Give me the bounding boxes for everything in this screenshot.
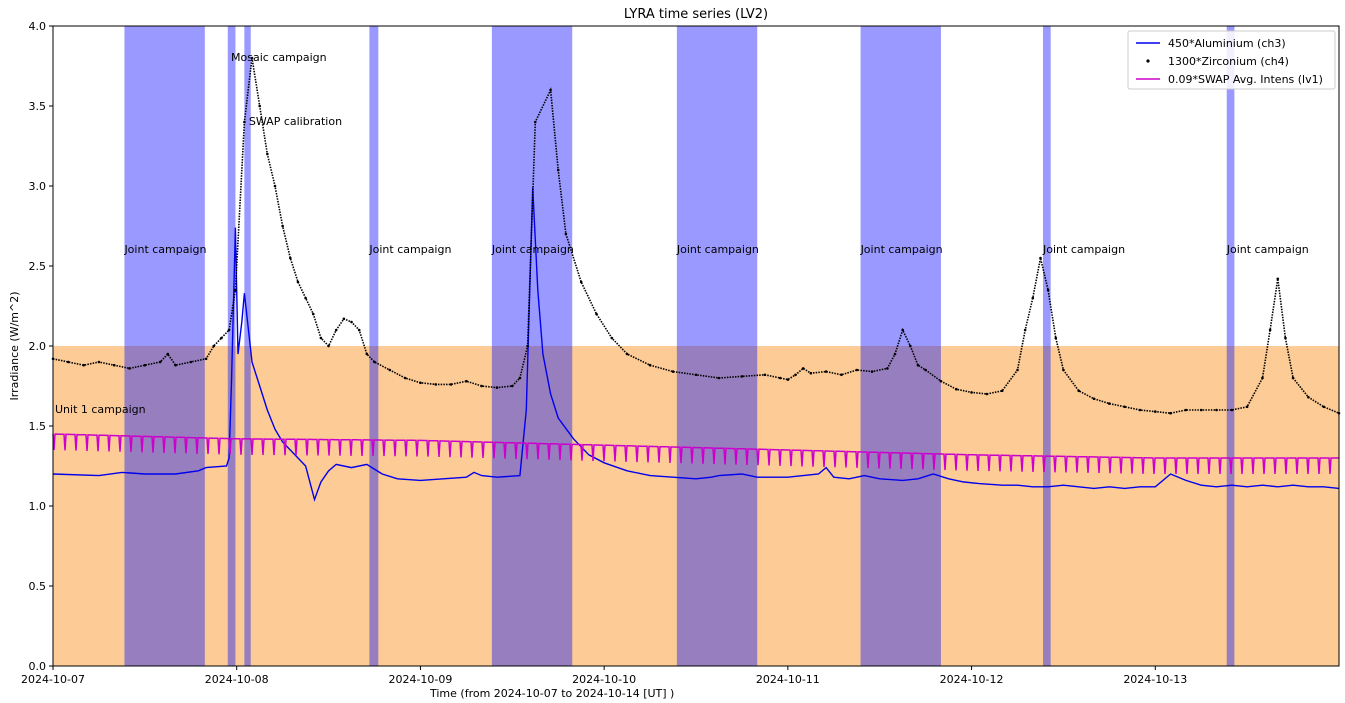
campaign-band xyxy=(676,26,758,346)
campaign-label: Joint campaign xyxy=(368,243,451,256)
campaign-band xyxy=(1043,26,1051,346)
legend-label: 450*Aluminium (ch3) xyxy=(1168,37,1286,50)
chart-title: LYRA time series (LV2) xyxy=(624,7,768,22)
legend: 450*Aluminium (ch3) 1300*Zirconium (ch4) 0… xyxy=(1127,30,1336,90)
series-zirconium-trace xyxy=(52,57,1340,415)
campaign-band-overlap xyxy=(491,346,573,666)
legend-label: 0.09*SWAP Avg. Intens (lv1) xyxy=(1168,73,1323,86)
y-tick-label: 3.0 xyxy=(29,180,47,193)
campaign-band xyxy=(860,26,941,346)
annotation-label: SWAP calibration xyxy=(249,115,342,128)
campaign-band xyxy=(227,26,236,346)
y-tick-label: 2.0 xyxy=(29,340,47,353)
campaign-band xyxy=(491,26,573,346)
y-tick-label: 0.0 xyxy=(29,660,47,673)
campaign-label: Joint campaign xyxy=(1042,243,1125,256)
series-zirconium xyxy=(51,56,1341,415)
annotation-label: Mosaic campaign xyxy=(231,51,327,64)
y-tick-label: 2.5 xyxy=(29,260,47,273)
x-axis-label: Time (from 2024-10-07 to 2024-10-14 [UT]… xyxy=(429,687,674,700)
campaign-band xyxy=(369,26,379,346)
campaign-band-overlap xyxy=(244,346,251,666)
x-tick-label: 2024-10-08 xyxy=(205,673,269,686)
campaign-band-overlap xyxy=(676,346,758,666)
campaign-band xyxy=(244,26,251,346)
x-tick-label: 2024-10-12 xyxy=(940,673,1004,686)
legend-label: 1300*Zirconium (ch4) xyxy=(1168,55,1289,68)
y-axis-label: Irradiance (W/m^2) xyxy=(8,292,21,401)
y-tick-label: 0.5 xyxy=(29,580,47,593)
campaign-band-overlap xyxy=(227,346,236,666)
x-axis: 2024-10-07 2024-10-08 2024-10-09 2024-10-10… xyxy=(21,666,1187,686)
campaign-label: Joint campaign xyxy=(123,243,206,256)
y-tick-label: 1.0 xyxy=(29,500,47,513)
campaign-band xyxy=(124,26,205,346)
annotation-label: Unit 1 campaign xyxy=(55,403,146,416)
bands-layer xyxy=(53,26,1339,666)
legend-box xyxy=(1127,30,1336,90)
annotations-layer: Joint campaign Joint campaign Joint campai… xyxy=(55,51,1309,416)
campaign-band-overlap xyxy=(1043,346,1051,666)
legend-marker xyxy=(1146,59,1150,63)
y-tick-label: 1.5 xyxy=(29,420,47,433)
x-tick-label: 2024-10-13 xyxy=(1123,673,1187,686)
x-tick-label: 2024-10-09 xyxy=(388,673,452,686)
campaign-label: Joint campaign xyxy=(860,243,943,256)
campaign-label: Joint campaign xyxy=(1226,243,1309,256)
x-tick-label: 2024-10-11 xyxy=(756,673,820,686)
campaign-band-overlap xyxy=(1226,346,1235,666)
campaign-label: Joint campaign xyxy=(676,243,759,256)
series-layer xyxy=(51,56,1341,502)
campaign-band-overlap xyxy=(369,346,379,666)
series-aluminium xyxy=(52,187,1340,502)
campaign-band-overlap xyxy=(124,346,205,666)
y-axis: 0.0 0.5 1.0 1.5 2.0 2.5 3.0 3.5 4.0 xyxy=(29,20,53,673)
y-tick-label: 3.5 xyxy=(29,100,47,113)
campaign-band-overlap xyxy=(860,346,941,666)
x-tick-label: 2024-10-07 xyxy=(21,673,85,686)
campaign-label: Joint campaign xyxy=(491,243,574,256)
x-tick-label: 2024-10-10 xyxy=(572,673,636,686)
campaign-band xyxy=(1226,26,1235,346)
series-swap xyxy=(52,433,1339,475)
y-tick-label: 4.0 xyxy=(29,20,47,33)
